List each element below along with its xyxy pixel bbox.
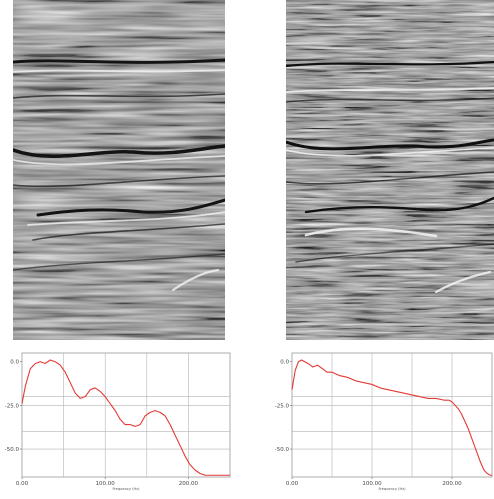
series-line [291, 359, 492, 476]
spectrum-plot-left: 0.0 -25.0 -50.0 0.00 100.00 200.00 Frequency (… [5, 352, 231, 491]
x-tick-label: 200.00 [442, 481, 462, 487]
x-tick-label: 0.00 [16, 481, 29, 487]
x-axis-label: Frequency (Hz) [112, 487, 140, 491]
x-tick-label: 0.00 [286, 481, 299, 487]
y-tick-label: -25.0 [275, 403, 290, 409]
seismic-section-right [286, 0, 494, 340]
y-tick-label: -50.0 [275, 447, 290, 453]
x-tick-label: 200.00 [179, 481, 199, 487]
y-tick-label: 0.0 [10, 360, 19, 366]
x-axis-label: Frequency (Hz) [378, 487, 406, 491]
x-tick-label: 100.00 [362, 481, 382, 487]
spectrum-chart-left: 0.0 -25.0 -50.0 0.00 100.00 200.00 Frequency (… [0, 345, 238, 495]
series-line [21, 359, 230, 476]
seismic-section-left [13, 0, 225, 340]
y-tick-label: -50.0 [5, 447, 20, 453]
spectrum-plot-right: 0.0 -25.0 -50.0 0.00 100.00 200.00 Frequency (… [275, 352, 493, 491]
x-tick-label: 100.00 [96, 481, 116, 487]
y-tick-label: 0.0 [280, 360, 289, 366]
plot-frame [21, 352, 231, 478]
spectrum-chart-right: 0.0 -25.0 -50.0 0.00 100.00 200.00 Frequency (… [262, 345, 494, 495]
y-tick-label: -25.0 [5, 403, 20, 409]
plot-frame [291, 352, 493, 478]
